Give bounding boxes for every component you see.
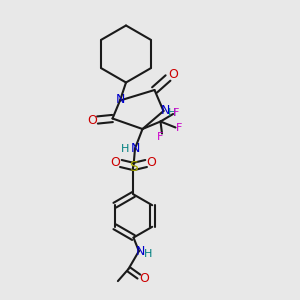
Text: O: O (111, 156, 120, 169)
Text: H: H (168, 108, 177, 118)
Text: N: N (131, 142, 141, 155)
Text: H: H (144, 249, 153, 259)
Text: N: N (160, 104, 170, 118)
Text: F: F (157, 132, 164, 142)
Text: O: O (139, 272, 148, 286)
Text: N: N (115, 93, 125, 106)
Text: H: H (121, 144, 129, 154)
Text: F: F (173, 107, 179, 118)
Text: F: F (176, 123, 183, 133)
Text: N: N (136, 244, 145, 258)
Text: O: O (87, 113, 97, 127)
Text: O: O (147, 156, 156, 169)
Text: O: O (169, 68, 178, 82)
Text: S: S (129, 160, 138, 173)
